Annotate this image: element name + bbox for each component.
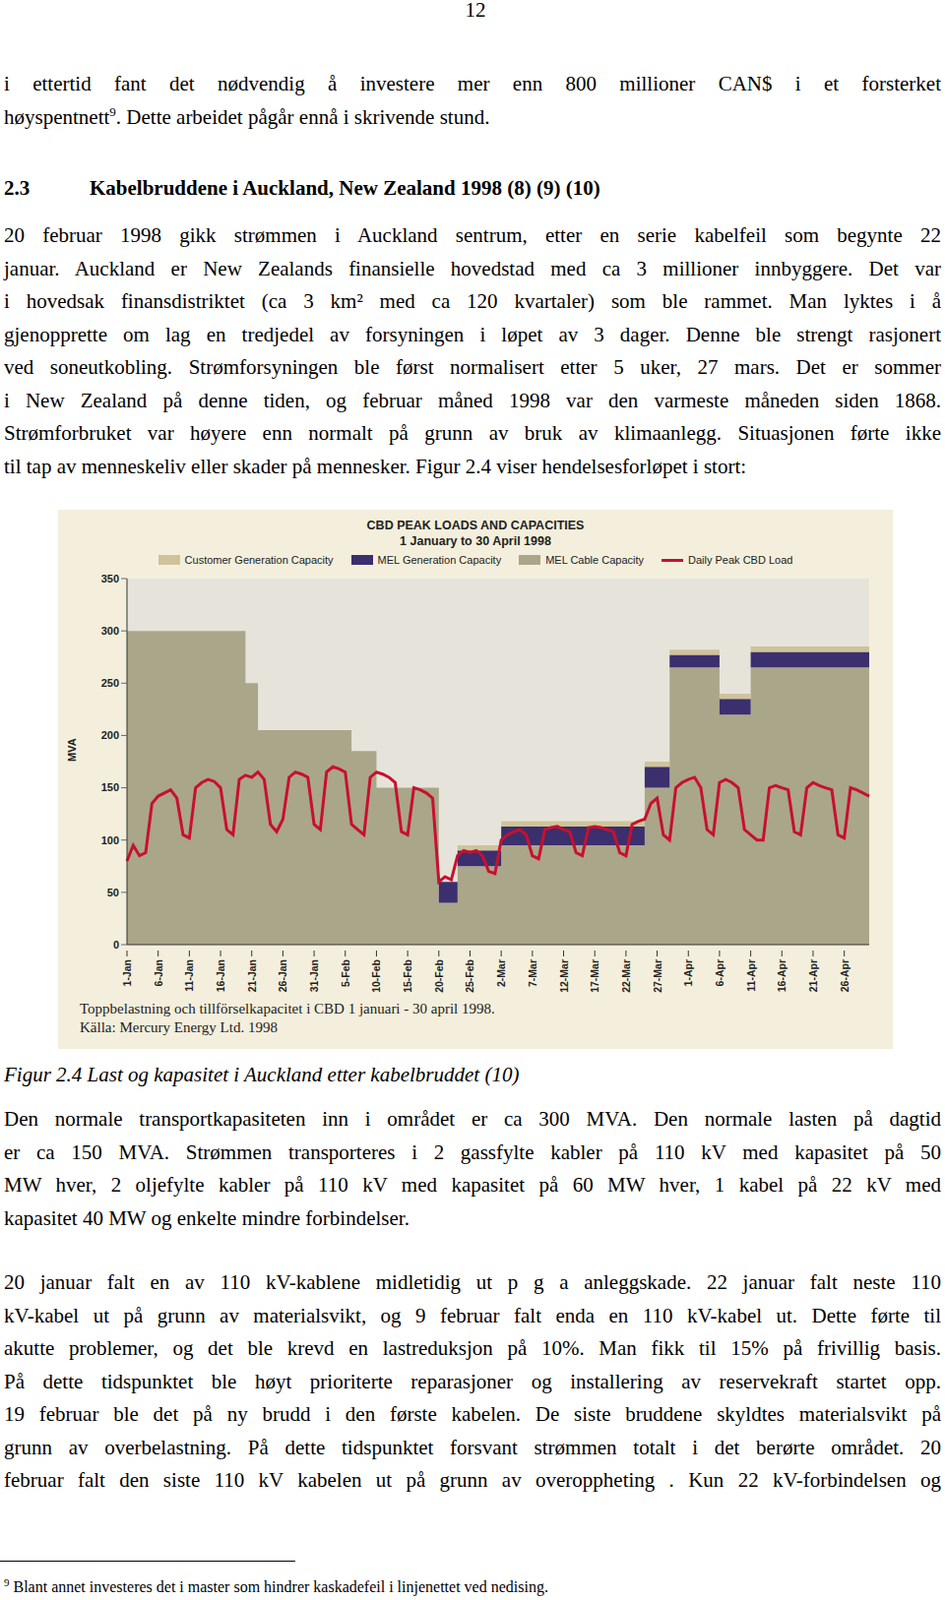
html-text:19 februar ble det på ny brudd: 19 februar ble det på ny brudd i den før…	[3, 1402, 942, 1427]
svg-text:5-Feb: 5-Feb	[339, 959, 352, 988]
svg-text:200: 200	[101, 729, 120, 742]
svg-text:21-Jan: 21-Jan	[246, 959, 258, 993]
html-text:9 Blant annet investeres det i: 9 Blant annet investeres det i master so…	[3, 1576, 549, 1596]
svg-text:27-Mar: 27-Mar	[651, 959, 664, 994]
svg-text:7-Mar: 7-Mar	[526, 959, 539, 988]
html-text:MEL Generation Capacity: MEL Generation Capacity	[377, 554, 502, 567]
html-text:gjenopprette om lag en tredjed: gjenopprette om lag en tredjedel av fors…	[3, 322, 942, 347]
html-text:Källa: Mercury Energy Ltd. 199: Källa: Mercury Energy Ltd. 1998	[79, 1019, 278, 1036]
svg-text:350: 350	[101, 572, 120, 585]
svg-text:10-Feb: 10-Feb	[370, 959, 382, 994]
svg-text:50: 50	[107, 886, 120, 899]
html-text:Kabelbruddene i Auckland, New: Kabelbruddene i Auckland, New Zealand 19…	[89, 176, 601, 200]
svg-text:25-Feb: 25-Feb	[463, 959, 476, 994]
svg-text:20-Feb: 20-Feb	[433, 959, 445, 994]
html-text:Den normale transportkapasitet: Den normale transportkapasiteten inn i o…	[3, 1107, 942, 1132]
svg-text:2-Mar: 2-Mar	[495, 959, 507, 988]
svg-text:6-Apr: 6-Apr	[713, 959, 726, 987]
html-text:Toppbelastning och tillförselk: Toppbelastning och tillförselkapacitet i…	[79, 1001, 495, 1017]
html-text:Customer Generation Capacity: Customer Generation Capacity	[184, 554, 334, 567]
html-text:i New Zealand på denne tiden,: i New Zealand på denne tiden, og februar…	[3, 388, 942, 412]
svg-text:16-Apr: 16-Apr	[775, 959, 788, 993]
svg-text:16-Jan: 16-Jan	[214, 959, 227, 993]
html-text:2.3: 2.3	[3, 176, 30, 200]
svg-text:MVA: MVA	[65, 738, 78, 762]
html-text:MEL Cable Capacity: MEL Cable Capacity	[545, 554, 644, 567]
html-text:20 januar falt en av 110 kV-ka: 20 januar falt en av 110 kV-kablene midl…	[3, 1270, 942, 1295]
html-text:Strømforbruket var høyere enn: Strømforbruket var høyere enn normalt på…	[3, 421, 942, 445]
svg-text:11-Jan: 11-Jan	[183, 959, 195, 993]
html-text:1 January to 30 April 1998: 1 January to 30 April 1998	[399, 534, 552, 549]
svg-text:0: 0	[113, 939, 120, 951]
html-text:20 februar 1998 gikk strømmen: 20 februar 1998 gikk strømmen i Auckland…	[3, 223, 942, 248]
html-text:MW hver, 2 oljefylte kabler på: MW hver, 2 oljefylte kabler på 110 kV me…	[3, 1173, 942, 1197]
html-text:til tap av menneskeliv eller s: til tap av menneskeliv eller skader på m…	[3, 454, 747, 478]
html-text:høyspentnett9. Dette arbeidet: høyspentnett9. Dette arbeidet pågår ennå…	[3, 103, 490, 129]
html-text:januar. Auckland er New Zealan: januar. Auckland er New Zealands finansi…	[3, 256, 942, 281]
html-text:februar falt den siste 110 kV: februar falt den siste 110 kV kabelen ut…	[3, 1468, 942, 1493]
svg-text:1-Apr: 1-Apr	[682, 959, 694, 987]
svg-text:22-Mar: 22-Mar	[620, 959, 632, 994]
svg-text:15-Feb: 15-Feb	[401, 959, 414, 994]
html-text:i hovedsak finansdistriktet (c: i hovedsak finansdistriktet (ca 3 km² me…	[3, 289, 942, 314]
svg-text:17-Mar: 17-Mar	[588, 959, 601, 994]
svg-text:300: 300	[101, 625, 120, 637]
svg-text:6-Jan: 6-Jan	[152, 959, 165, 987]
svg-text:100: 100	[101, 834, 120, 847]
html-text:Figur 2.4 Last og kapasitet i: Figur 2.4 Last og kapasitet i Auckland e…	[3, 1063, 520, 1087]
svg-text:1-Jan: 1-Jan	[121, 959, 133, 987]
html-text:På dette tidspunktet ble høyt: På dette tidspunktet ble høyt prioritert…	[3, 1369, 942, 1394]
svg-text:26-Jan: 26-Jan	[276, 959, 289, 993]
html-text:i ettertid fant det nødvendig: i ettertid fant det nødvendig å invester…	[3, 71, 942, 96]
html-text:akutte problemer, og det ble k: akutte problemer, og det ble krevd en la…	[3, 1336, 942, 1361]
svg-text:250: 250	[101, 677, 120, 690]
html-text:kV-kabel ut på grunn av materi: kV-kabel ut på grunn av materialsvikt, o…	[3, 1303, 942, 1328]
svg-text:21-Apr: 21-Apr	[807, 959, 819, 993]
svg-text:150: 150	[101, 781, 120, 794]
svg-text:11-Apr: 11-Apr	[745, 959, 757, 993]
svg-text:26-Apr: 26-Apr	[838, 959, 851, 993]
html-text:ved soneutkobling. Strømforsyn: ved soneutkobling. Strømforsyningen ble …	[3, 355, 942, 379]
html-text:grunn av overbelastning. På de: grunn av overbelastning. På dette tidspu…	[3, 1435, 942, 1460]
svg-text:31-Jan: 31-Jan	[308, 959, 320, 993]
html-text:kapasitet 40 MW og enkelte min: kapasitet 40 MW og enkelte mindre forbin…	[3, 1206, 410, 1230]
html-text:Daily Peak CBD Load: Daily Peak CBD Load	[688, 554, 793, 567]
html-text:er ca 150 MVA. Strømmen transp: er ca 150 MVA. Strømmen transporteres i …	[3, 1140, 942, 1165]
html-text:CBD PEAK LOADS AND CAPACITIES: CBD PEAK LOADS AND CAPACITIES	[366, 518, 585, 533]
svg-text:12-Mar: 12-Mar	[558, 959, 570, 994]
